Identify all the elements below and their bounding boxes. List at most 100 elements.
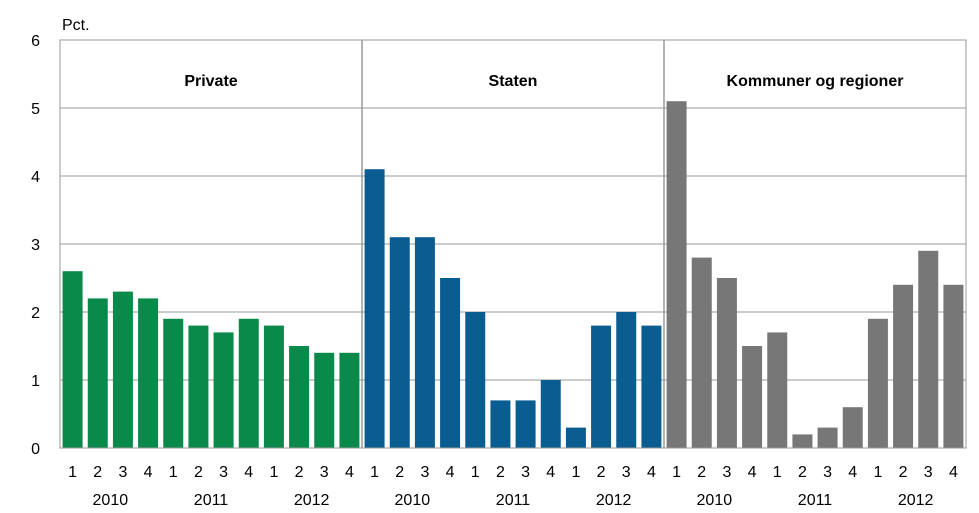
- quarter-label: 4: [446, 464, 455, 481]
- bar: [792, 434, 813, 448]
- quarter-label: 3: [420, 464, 429, 481]
- quarter-label: 3: [118, 464, 127, 481]
- bar: [339, 352, 360, 448]
- quarter-label: 2: [194, 464, 203, 481]
- quarter-label: 3: [521, 464, 530, 481]
- quarter-label: 3: [924, 464, 933, 481]
- quarter-label: 1: [169, 464, 178, 481]
- quarter-label: 2: [295, 464, 304, 481]
- quarter-label: 2: [597, 464, 606, 481]
- year-label: 2011: [496, 492, 531, 509]
- bar: [716, 278, 737, 448]
- quarter-label: 4: [848, 464, 857, 481]
- frame-layer: [59, 39, 967, 449]
- bar: [465, 312, 486, 448]
- bar: [691, 257, 712, 448]
- panel-title: Private: [184, 73, 237, 90]
- quarter-label: 2: [798, 464, 807, 481]
- bar: [565, 427, 586, 448]
- panel-title: Kommuner og regioner: [727, 73, 904, 90]
- quarter-label: 3: [722, 464, 731, 481]
- year-label: 2011: [194, 492, 229, 509]
- bar: [440, 278, 461, 448]
- y-axis-label: Pct.: [62, 17, 90, 34]
- quarter-label: 2: [395, 464, 404, 481]
- y-tick-label: 5: [31, 101, 40, 118]
- quarter-label: 3: [320, 464, 329, 481]
- quarter-label: 1: [269, 464, 278, 481]
- panel-title: Staten: [489, 73, 538, 90]
- bar: [213, 332, 234, 448]
- quarter-label: 3: [622, 464, 631, 481]
- bar: [163, 318, 184, 448]
- bar: [943, 284, 964, 448]
- quarter-label: 1: [471, 464, 480, 481]
- bar: [188, 325, 209, 448]
- y-tick-label: 0: [31, 441, 40, 458]
- quarter-label: 2: [697, 464, 706, 481]
- quarter-label: 1: [672, 464, 681, 481]
- y-axis-ticks: 0 1 2 3 4 5 6: [31, 33, 40, 458]
- y-tick-label: 6: [31, 33, 40, 50]
- bar: [767, 332, 788, 448]
- bar: [591, 325, 612, 448]
- bar: [87, 298, 108, 448]
- bar: [364, 169, 385, 448]
- quarter-label: 2: [899, 464, 908, 481]
- bar: [918, 250, 939, 448]
- quarter-label: 1: [68, 464, 77, 481]
- bar: [540, 380, 561, 448]
- bar: [138, 298, 159, 448]
- year-label: 2012: [898, 492, 934, 509]
- year-label: 2010: [697, 492, 733, 509]
- bar: [414, 237, 435, 448]
- bar: [238, 318, 259, 448]
- quarter-label: 4: [647, 464, 656, 481]
- y-tick-label: 2: [31, 305, 40, 322]
- quarter-label: 2: [93, 464, 102, 481]
- bar: [616, 312, 637, 448]
- bar: [842, 407, 863, 448]
- bar: [666, 101, 687, 448]
- bar: [314, 352, 335, 448]
- bar: [490, 400, 511, 448]
- bar: [817, 427, 838, 448]
- quarter-label: 1: [873, 464, 882, 481]
- bar: [515, 400, 536, 448]
- quarter-label: 1: [370, 464, 379, 481]
- bar: [389, 237, 410, 448]
- bar: [289, 346, 310, 448]
- quarter-label: 3: [823, 464, 832, 481]
- year-label: 2010: [93, 492, 129, 509]
- year-label: 2012: [596, 492, 632, 509]
- grid-layer: [60, 107, 966, 381]
- quarter-label: 2: [496, 464, 505, 481]
- quarter-label: 3: [219, 464, 228, 481]
- quarter-label: 4: [546, 464, 555, 481]
- bars-layer: [62, 101, 964, 448]
- plot-frame: [59, 39, 967, 449]
- bar: [742, 346, 763, 448]
- year-label: 2011: [798, 492, 833, 509]
- y-tick-label: 4: [31, 169, 40, 186]
- bar: [641, 325, 662, 448]
- quarter-label: 4: [345, 464, 354, 481]
- bar: [62, 271, 83, 448]
- quarter-label: 4: [949, 464, 958, 481]
- bar: [112, 291, 133, 448]
- y-tick-label: 3: [31, 237, 40, 254]
- y-tick-label: 1: [31, 373, 40, 390]
- quarter-label: 1: [571, 464, 580, 481]
- bar: [263, 325, 284, 448]
- quarter-label: 4: [144, 464, 153, 481]
- year-label: 2012: [294, 492, 330, 509]
- bar: [867, 318, 888, 448]
- quarter-label: 4: [244, 464, 253, 481]
- quarter-label: 1: [773, 464, 782, 481]
- bar: [893, 284, 914, 448]
- panel-titles: Private Staten Kommuner og regioner: [184, 73, 903, 90]
- year-label: 2010: [395, 492, 431, 509]
- quarter-label: 4: [748, 464, 757, 481]
